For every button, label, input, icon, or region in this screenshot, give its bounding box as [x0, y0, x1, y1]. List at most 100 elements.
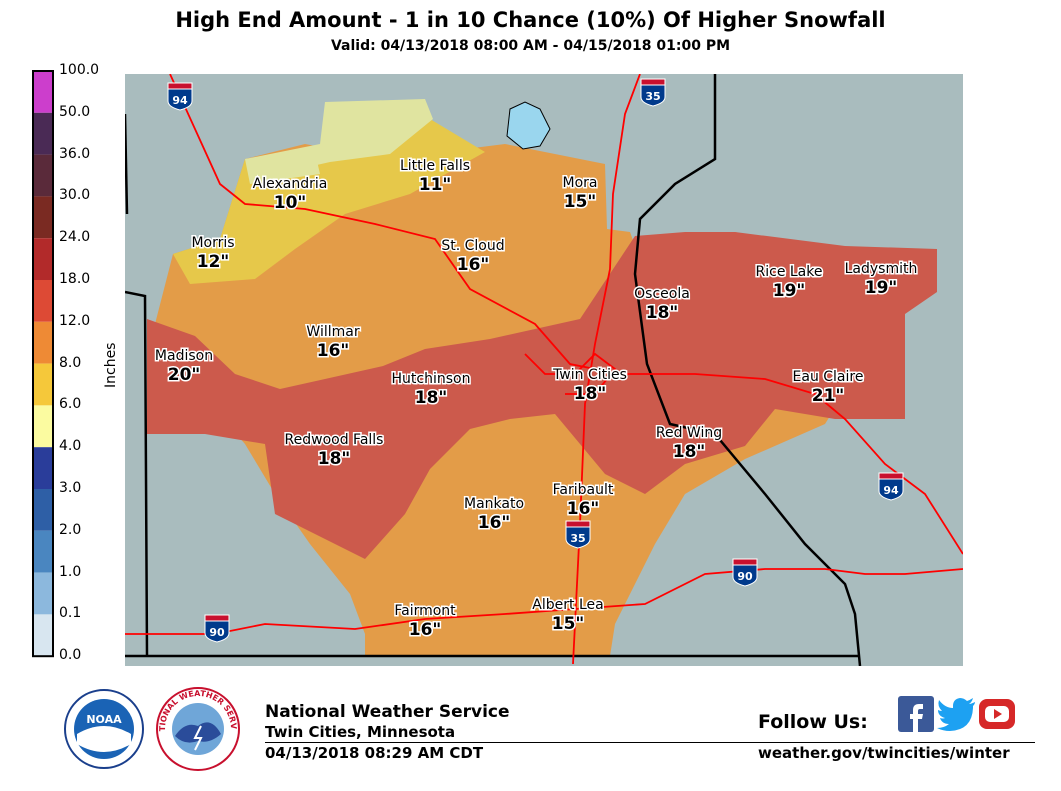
- legend-swatch: [33, 614, 53, 657]
- city-snowfall-amount: 15": [564, 192, 597, 212]
- legend-swatch: [33, 238, 53, 280]
- interstate-shield-icon: 90: [732, 558, 758, 587]
- valid-period: Valid: 04/13/2018 08:00 AM - 04/15/2018 …: [330, 38, 731, 54]
- city-name: Twin Cities: [552, 367, 627, 383]
- legend-level-label: 2.0: [59, 521, 82, 538]
- legend-swatch: [33, 447, 53, 489]
- legend-level-label: 1.0: [59, 563, 82, 580]
- legend-units-label: Inches: [103, 342, 119, 388]
- interstate-shield-icon: 35: [640, 78, 666, 107]
- legend-level-label: 8.0: [59, 354, 82, 371]
- city-name: Fairmont: [394, 603, 456, 619]
- youtube-icon[interactable]: [978, 696, 1016, 732]
- noaa-logo: NOAA: [64, 689, 144, 769]
- interstate-shield-icon: 35: [565, 520, 591, 549]
- city-name: Eau Claire: [793, 369, 864, 385]
- city-name: Morris: [191, 235, 234, 251]
- legend-swatch: [33, 71, 53, 113]
- city-name: Mankato: [464, 496, 524, 512]
- legend-swatch: [33, 280, 53, 322]
- city-snowfall-amount: 15": [552, 614, 585, 634]
- legend-level-label: 100.0: [59, 62, 100, 78]
- legend-level-label: 0.0: [59, 647, 82, 664]
- legend-level-label: 50.0: [59, 103, 91, 120]
- interstate-number: 94: [172, 94, 188, 107]
- city-snowfall-amount: 16": [409, 620, 442, 640]
- interstate-number: 35: [645, 90, 660, 103]
- city-snowfall-amount: 18": [574, 384, 607, 404]
- nws-logo: NATIONAL WEATHER SERVICE: [155, 686, 240, 771]
- city-snowfall-amount: 18": [318, 449, 351, 469]
- winter-url-link[interactable]: weather.gov/twincities/winter: [758, 744, 1010, 762]
- legend-level-label: 18.0: [59, 271, 91, 287]
- legend-swatch: [33, 112, 53, 155]
- interstate-shield-icon: 94: [167, 82, 193, 111]
- legend-swatch: [33, 321, 53, 364]
- city-snowfall-amount: 18": [673, 442, 706, 462]
- city-name: Little Falls: [400, 158, 470, 174]
- legend-swatch: [33, 572, 53, 615]
- twitter-icon[interactable]: [937, 696, 977, 732]
- city-snowfall-amount: 19": [865, 278, 898, 298]
- facebook-icon[interactable]: [898, 696, 934, 732]
- city-name: Mora: [563, 175, 598, 191]
- city-name: Willmar: [306, 324, 359, 340]
- city-name: Rice Lake: [756, 264, 823, 280]
- legend-swatch: [33, 489, 53, 531]
- lake-mille-lacs: [506, 101, 551, 150]
- state-border-mn-wi: [633, 74, 862, 666]
- legend-level-label: 0.1: [59, 605, 82, 622]
- issued-time: 04/13/2018 08:29 AM CDT: [265, 744, 484, 762]
- legend-border: [32, 70, 54, 658]
- interstate-number: 94: [883, 484, 899, 497]
- legend-swatch: [33, 154, 53, 197]
- noaa-logo-text: NOAA: [86, 713, 122, 726]
- interstate-shield-icon: 90: [204, 614, 230, 643]
- city-name: Faribault: [553, 482, 614, 498]
- city-snowfall-amount: 16": [567, 499, 600, 519]
- city-snowfall-amount: 10": [274, 193, 307, 213]
- city-name: Osceola: [634, 286, 690, 302]
- city-snowfall-amount: 20": [168, 365, 201, 385]
- interstate-number: 90: [209, 626, 225, 639]
- city-snowfall-amount: 16": [457, 255, 490, 275]
- nws-org-name: National Weather Service: [265, 702, 510, 722]
- city-snowfall-amount: 11": [419, 175, 452, 195]
- legend-level-label: 24.0: [59, 229, 91, 246]
- footer-divider: [265, 742, 1035, 743]
- legend-swatch: [33, 363, 53, 406]
- band-6-8-west: [245, 152, 320, 184]
- interstate-number: 35: [570, 532, 585, 545]
- legend-swatch: [33, 196, 53, 239]
- city-snowfall-amount: 21": [812, 386, 845, 406]
- city-name: Alexandria: [253, 176, 328, 192]
- city-name: Redwood Falls: [285, 432, 384, 448]
- city-name: Red Wing: [656, 425, 722, 441]
- legend-level-label: 36.0: [59, 145, 91, 162]
- follow-us-label: Follow Us:: [758, 711, 868, 733]
- state-border-west: [125, 290, 149, 657]
- map-title: High End Amount - 1 in 10 Chance (10%) O…: [175, 8, 886, 32]
- interstate-roads: [125, 74, 963, 665]
- city-name: St. Cloud: [441, 238, 504, 254]
- city-snowfall-amount: 16": [478, 513, 511, 533]
- legend-level-label: 4.0: [59, 438, 82, 455]
- legend-swatch: [33, 530, 53, 573]
